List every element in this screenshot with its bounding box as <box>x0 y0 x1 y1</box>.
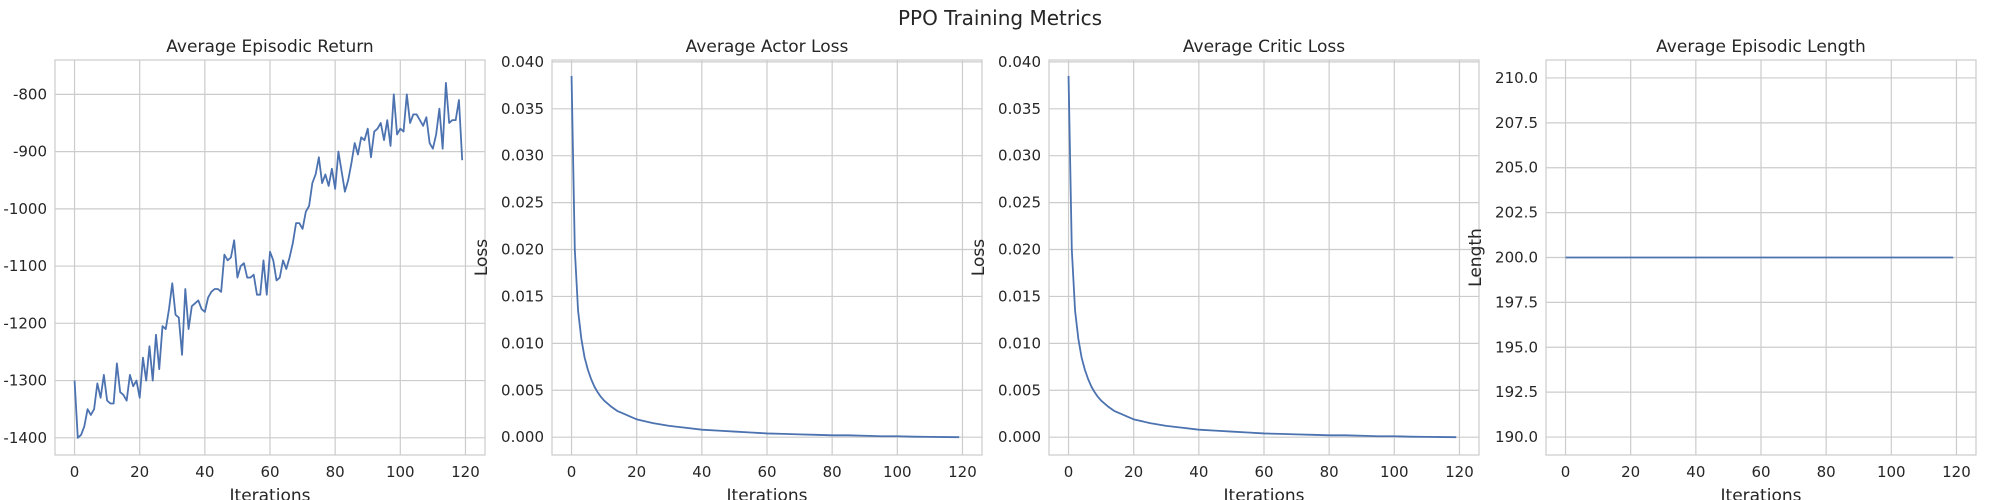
y-tick-label: 0.030 <box>501 147 544 165</box>
y-tick-label: 0.025 <box>998 194 1041 212</box>
x-tick-label: 120 <box>948 463 977 481</box>
x-tick-label: 40 <box>1686 463 1705 481</box>
y-tick-label: 205.0 <box>1495 159 1538 177</box>
y-tick-label: 0.000 <box>501 428 544 446</box>
y-tick-label: 0.010 <box>998 334 1041 352</box>
x-tick-label: 40 <box>195 463 214 481</box>
figure-title: PPO Training Metrics <box>898 6 1102 30</box>
y-tick-label: 0.015 <box>501 287 544 305</box>
y-tick-label: -1400 <box>3 429 47 447</box>
y-tick-label: 200.0 <box>1495 249 1538 267</box>
y-tick-label: 0.005 <box>998 381 1041 399</box>
y-tick-label: 0.005 <box>501 381 544 399</box>
subplot-title: Average Actor Loss <box>686 37 849 57</box>
subplot-1: 0 20 40 60 80 100 120 -1400 -1300 -1200 -1100 -1000… <box>3 37 486 500</box>
subplot-title: Average Episodic Length <box>1656 37 1866 57</box>
subplot-4: 0 20 40 60 80 100 120 190.0 192.5 195.0 197.5 200.0… <box>1466 37 1977 500</box>
y-tick-label: 195.0 <box>1495 338 1538 356</box>
subplot-2: 0 20 40 60 80 100 120 0.000 0.005 0.010 0.015 0.020… <box>472 37 983 500</box>
x-tick-label: 20 <box>1124 463 1143 481</box>
y-tick-label: 0.010 <box>501 334 544 352</box>
y-tick-label: -800 <box>13 85 47 103</box>
x-tick-label: 80 <box>1320 463 1339 481</box>
subplot-grid: 0 20 40 60 80 100 120 -1400 -1300 -1200 -1100 -1000… <box>3 37 1977 500</box>
series-line <box>73 82 464 439</box>
y-tick-label: 0.035 <box>501 100 544 118</box>
y-tick-label: -1000 <box>3 200 47 218</box>
subplot-title: Average Critic Loss <box>1183 37 1345 57</box>
y-axis-label: Loss <box>969 239 989 276</box>
x-tick-label: 80 <box>1817 463 1836 481</box>
y-tick-label: 197.5 <box>1495 293 1538 311</box>
x-tick-label: 100 <box>386 463 415 481</box>
x-tick-label: 0 <box>70 463 80 481</box>
x-tick-label: 60 <box>1751 463 1770 481</box>
x-tick-label: 100 <box>1877 463 1906 481</box>
y-axis-label: Length <box>1466 228 1486 287</box>
x-tick-label: 120 <box>1445 463 1474 481</box>
subplot-title: Average Episodic Return <box>166 37 373 57</box>
y-tick-label: 190.0 <box>1495 428 1538 446</box>
x-tick-label: 80 <box>823 463 842 481</box>
y-tick-label: -1300 <box>3 372 47 390</box>
x-tick-label: 20 <box>627 463 646 481</box>
y-tick-label: 210.0 <box>1495 69 1538 87</box>
x-tick-label: 60 <box>1254 463 1273 481</box>
x-tick-label: 40 <box>692 463 711 481</box>
x-tick-label: 120 <box>451 463 480 481</box>
x-tick-label: 0 <box>567 463 577 481</box>
series-line <box>1067 75 1457 439</box>
x-axis-label: Iterations <box>1721 486 1802 500</box>
x-axis-label: Iterations <box>1224 486 1305 500</box>
x-tick-label: 100 <box>883 463 912 481</box>
y-tick-label: 0.000 <box>998 428 1041 446</box>
x-tick-label: 0 <box>1064 463 1074 481</box>
y-tick-label: 0.030 <box>998 147 1041 165</box>
x-axis-label: Iterations <box>230 486 311 500</box>
x-tick-label: 0 <box>1561 463 1571 481</box>
y-tick-label: 202.5 <box>1495 204 1538 222</box>
y-tick-label: 0.015 <box>998 287 1041 305</box>
x-axis-label: Iterations <box>727 486 808 500</box>
series-line <box>570 75 960 439</box>
y-tick-label: -1200 <box>3 314 47 332</box>
x-tick-label: 40 <box>1189 463 1208 481</box>
y-tick-label: 0.020 <box>501 241 544 259</box>
y-tick-label: 192.5 <box>1495 383 1538 401</box>
y-axis-label: Loss <box>472 239 492 276</box>
y-tick-label: 0.020 <box>998 241 1041 259</box>
subplot-3: 0 20 40 60 80 100 120 0.000 0.005 0.010 0.015 0.020… <box>969 37 1480 500</box>
y-tick-label: 0.040 <box>501 53 544 71</box>
y-tick-label: -900 <box>13 143 47 161</box>
y-tick-label: 0.035 <box>998 100 1041 118</box>
x-tick-label: 20 <box>130 463 149 481</box>
x-tick-label: 100 <box>1380 463 1409 481</box>
y-tick-label: -1100 <box>3 257 47 275</box>
x-tick-label: 120 <box>1942 463 1971 481</box>
x-tick-label: 60 <box>757 463 776 481</box>
x-tick-label: 60 <box>260 463 279 481</box>
y-tick-label: 0.025 <box>501 194 544 212</box>
x-tick-label: 20 <box>1621 463 1640 481</box>
x-tick-label: 80 <box>326 463 345 481</box>
y-tick-label: 207.5 <box>1495 114 1538 132</box>
y-tick-label: 0.040 <box>998 53 1041 71</box>
